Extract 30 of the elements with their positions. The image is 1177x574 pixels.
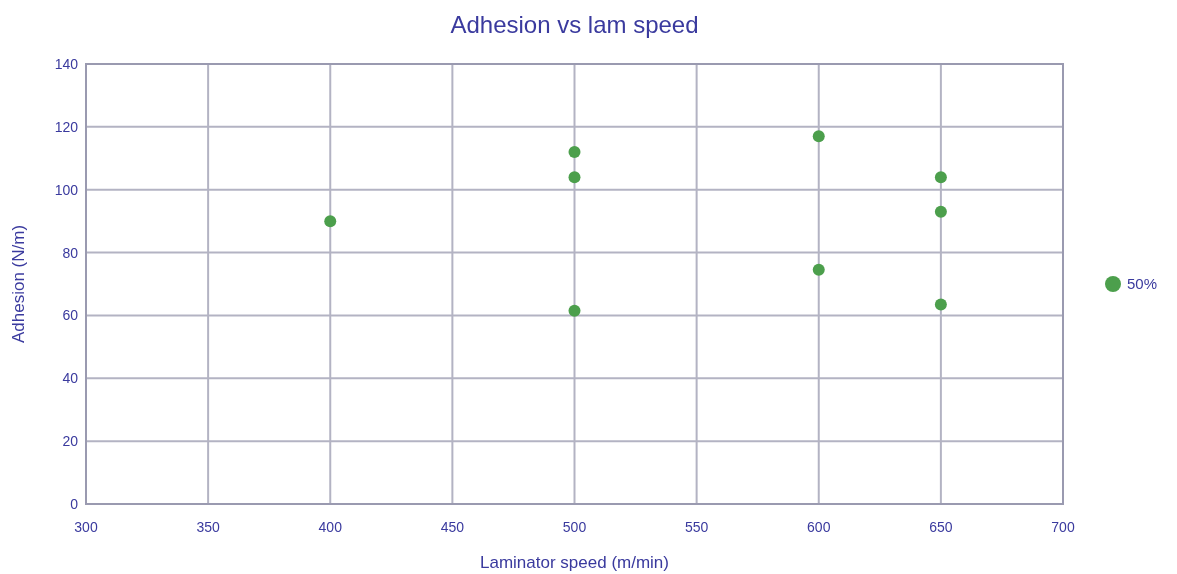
x-tick-label: 650 [929, 519, 953, 535]
x-tick-label: 350 [196, 519, 221, 535]
point [812, 263, 825, 276]
y-tick-label: 80 [62, 244, 79, 261]
legend-label: 50% [1127, 275, 1158, 292]
x-tick-label: 450 [440, 519, 465, 535]
x-tick-label: 300 [74, 519, 98, 535]
x-tick-label: 700 [1051, 519, 1075, 535]
point [934, 171, 947, 184]
chart-title: Adhesion vs lam speed [450, 11, 699, 38]
point [324, 215, 337, 228]
point [568, 171, 581, 184]
x-axis-title: Laminator speed (m/min) [480, 553, 669, 572]
y-tick-label: 120 [54, 118, 79, 135]
y-tick-label: 140 [54, 56, 79, 72]
y-axis-title: Adhesion (N/m) [9, 224, 28, 344]
point [934, 205, 947, 218]
y-tick-label: 40 [62, 370, 79, 387]
y-tick-label: 100 [54, 181, 79, 198]
x-tick-label: 500 [562, 519, 587, 535]
point [568, 304, 581, 317]
point [812, 130, 825, 143]
y-tick-label: 60 [62, 307, 79, 324]
x-tick-label: 550 [684, 519, 709, 535]
x-tick-label: 400 [318, 519, 343, 535]
y-tick-label: 20 [62, 433, 79, 450]
point [568, 146, 581, 158]
x-tick-label: 600 [807, 519, 831, 535]
point [934, 298, 947, 311]
y-tick-label: 0 [70, 496, 79, 512]
